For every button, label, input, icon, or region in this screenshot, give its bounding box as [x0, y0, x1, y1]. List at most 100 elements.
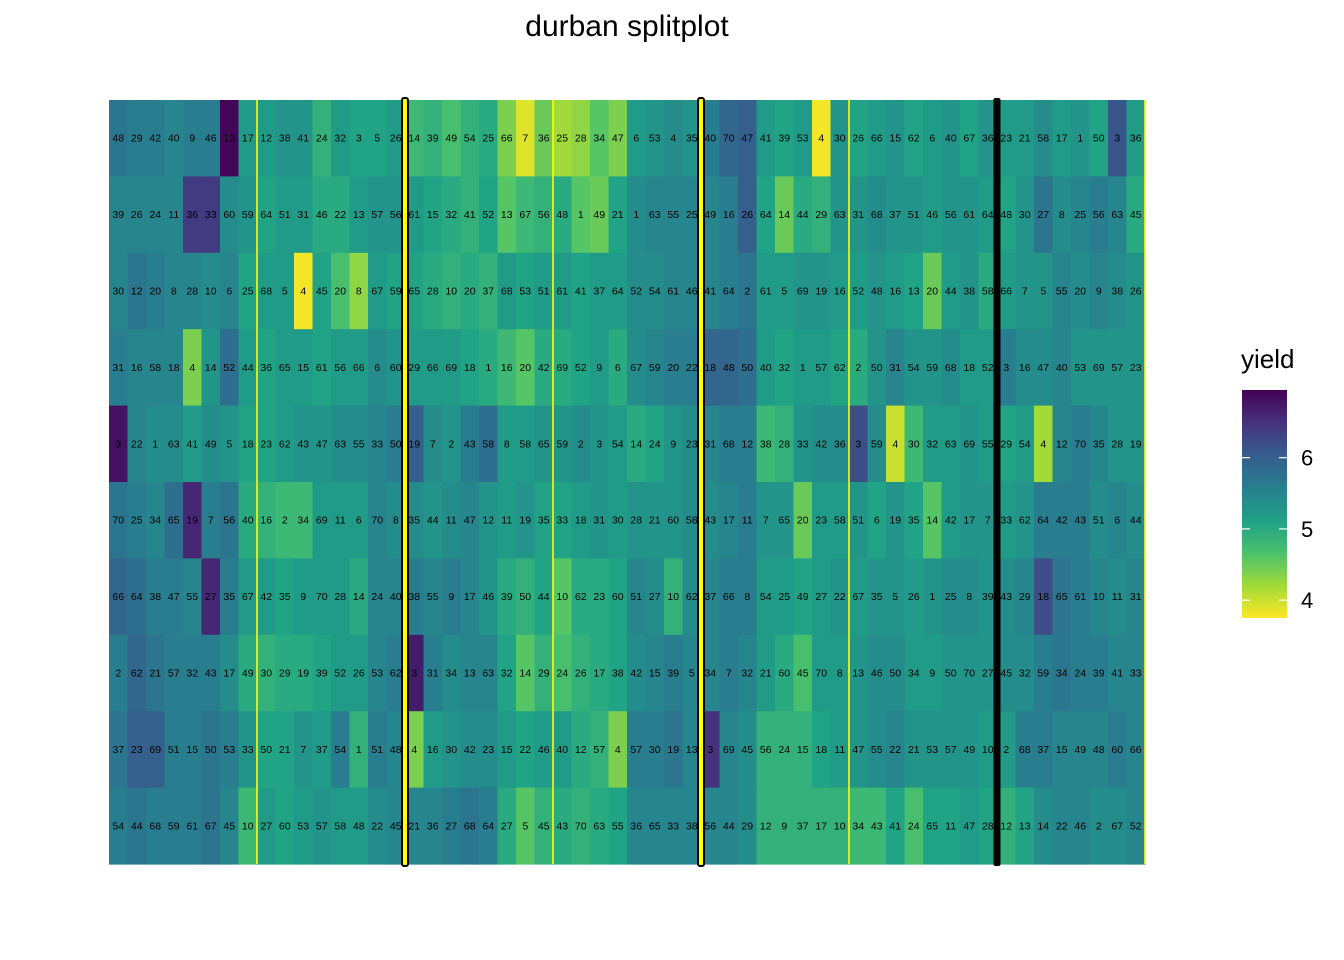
heatmap-cell [201, 329, 221, 407]
cell-label: 23 [1000, 133, 1012, 145]
cell-label: 63 [649, 209, 661, 221]
heatmap-cell [423, 329, 443, 407]
heatmap-cell [812, 711, 832, 789]
cell-label: 64 [131, 591, 143, 603]
heatmap-cell [1071, 176, 1091, 254]
cell-label: 16 [889, 286, 901, 298]
cell-label: 48 [871, 286, 883, 298]
cell-label: 50 [945, 668, 957, 680]
heatmap-cell [1015, 405, 1035, 483]
heatmap-cell [719, 634, 739, 712]
cell-label: 54 [334, 744, 346, 756]
heatmap-cell [997, 100, 1017, 177]
cell-label: 9 [670, 438, 676, 450]
cell-label: 59 [926, 362, 938, 374]
cell-label: 34 [593, 133, 605, 145]
cell-label: 22 [519, 744, 531, 756]
heatmap-cell [109, 100, 129, 177]
cell-label: 21 [649, 515, 661, 527]
heatmap-cell [405, 405, 425, 483]
heatmap-cell [960, 329, 980, 407]
heatmap-cell [571, 329, 591, 407]
cell-label: 10 [667, 591, 679, 603]
heatmap-cell [756, 711, 776, 789]
cell-label: 57 [1111, 362, 1123, 374]
heatmap-cell [756, 558, 776, 636]
heatmap-cell [627, 176, 647, 254]
cell-label: 57 [593, 744, 605, 756]
cell-label: 6 [929, 133, 935, 145]
cell-label: 1 [578, 209, 584, 221]
heatmap-cell [368, 634, 388, 712]
cell-label: 47 [612, 133, 624, 145]
cell-label: 51 [371, 744, 383, 756]
cell-label: 57 [630, 744, 642, 756]
heatmap-cell [294, 634, 314, 712]
cell-label: 33 [667, 820, 679, 832]
cell-label: 14 [778, 209, 790, 221]
heatmap-cell [978, 711, 998, 789]
heatmap-cell [386, 252, 406, 330]
cell-label: 66 [1130, 744, 1142, 756]
cell-label: 56 [760, 744, 772, 756]
cell-label: 6 [874, 515, 880, 527]
heatmap-cell [793, 634, 813, 712]
cell-label: 41 [297, 133, 309, 145]
cell-label: 35 [408, 515, 420, 527]
cell-label: 70 [371, 515, 383, 527]
cell-label: 20 [1074, 286, 1086, 298]
heatmap-cell [793, 100, 813, 177]
cell-label: 16 [834, 286, 846, 298]
heatmap-cell [201, 482, 221, 559]
cell-label: 52 [482, 209, 494, 221]
heatmap-cell [1108, 634, 1128, 712]
cell-label: 31 [593, 515, 605, 527]
heatmap-cell [312, 711, 332, 789]
heatmap-cell [867, 787, 887, 865]
heatmap-cell [368, 482, 388, 559]
cell-label: 70 [112, 515, 124, 527]
heatmap-cell [867, 252, 887, 330]
cell-label: 56 [390, 209, 402, 221]
heatmap-cell [442, 634, 462, 712]
heatmap-cell [312, 787, 332, 865]
cell-label: 31 [427, 668, 439, 680]
cell-label: 31 [852, 209, 864, 221]
cell-label: 60 [279, 820, 291, 832]
cell-label: 50 [871, 362, 883, 374]
cell-label: 46 [1074, 820, 1086, 832]
heatmap-cell [127, 252, 147, 330]
heatmap-cell [1089, 482, 1109, 559]
cell-label: 13 [686, 744, 698, 756]
heatmap-cell [164, 405, 184, 483]
cell-label: 69 [1093, 362, 1105, 374]
cell-label: 30 [908, 438, 920, 450]
cell-label: 56 [1093, 209, 1105, 221]
cell-label: 43 [1000, 591, 1012, 603]
cell-label: 29 [1019, 591, 1031, 603]
heatmap-cell [1108, 405, 1128, 483]
heatmap-cell [349, 711, 369, 789]
heatmap-cell [1071, 405, 1091, 483]
heatmap-cell [997, 482, 1017, 559]
cell-label: 68 [260, 286, 272, 298]
cell-label: 63 [1111, 209, 1123, 221]
cell-label: 61 [963, 209, 975, 221]
heatmap-cell [849, 711, 869, 789]
heatmap-cell [164, 711, 184, 789]
heatmap-cell [257, 405, 277, 483]
cell-label: 31 [1130, 591, 1142, 603]
heatmap-cell [1126, 558, 1146, 636]
heatmap-cell [793, 711, 813, 789]
cell-label: 39 [982, 591, 994, 603]
cell-label: 35 [279, 591, 291, 603]
cell-label: 39 [501, 591, 513, 603]
cell-label: 45 [390, 820, 402, 832]
cell-label: 49 [963, 744, 975, 756]
heatmap-cell [1034, 482, 1054, 559]
cell-label: 59 [1037, 668, 1049, 680]
cell-label: 48 [1093, 744, 1105, 756]
cell-label: 48 [556, 209, 568, 221]
cell-label: 25 [482, 133, 494, 145]
cell-label: 49 [242, 668, 254, 680]
